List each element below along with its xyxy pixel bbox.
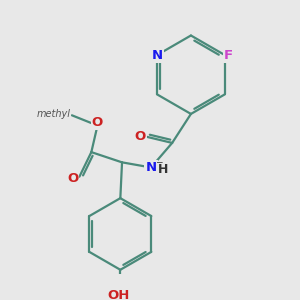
Text: −: − [155, 157, 162, 166]
Text: N: N [146, 161, 157, 174]
Text: O: O [92, 116, 103, 129]
Text: O: O [135, 130, 146, 143]
Text: H: H [158, 163, 168, 176]
Text: O: O [67, 172, 78, 185]
Text: OH: OH [107, 289, 130, 300]
Text: N: N [152, 49, 163, 62]
Text: F: F [224, 49, 233, 62]
Text: methyl: methyl [36, 109, 70, 118]
